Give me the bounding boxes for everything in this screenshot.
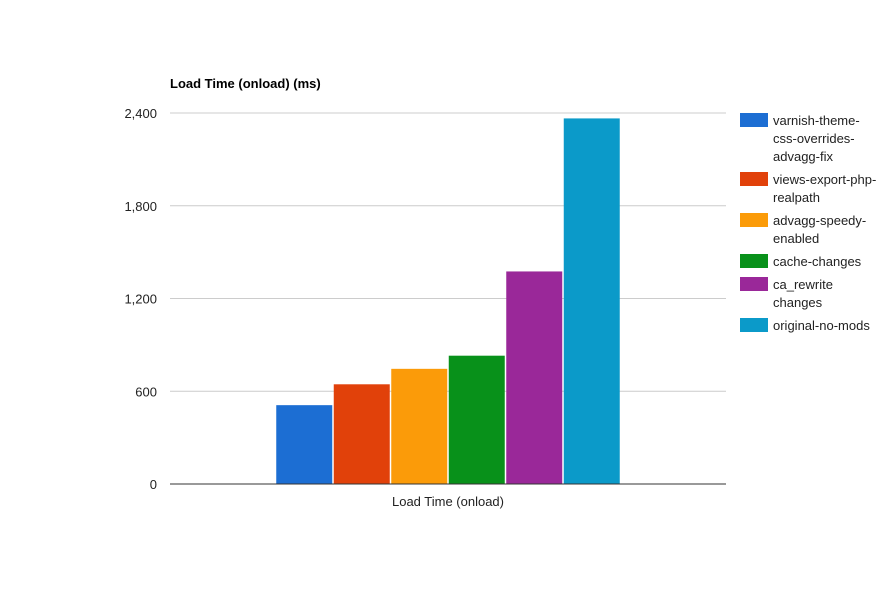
legend-item: original-no-mods [740, 318, 870, 333]
legend-swatch [740, 254, 768, 268]
bar-cache-changes [448, 355, 505, 484]
y-tick-label: 0 [150, 477, 157, 492]
legend-item: advagg-speedy-enabled [740, 213, 866, 246]
legend-label: advagg-speedy-enabled [773, 213, 866, 246]
legend-item: cache-changes [740, 254, 862, 269]
y-tick-label: 2,400 [124, 106, 157, 121]
legend-swatch [740, 213, 768, 227]
bars [276, 118, 620, 485]
legend-item: ca_rewrite changes [740, 277, 833, 310]
bar-varnish-theme-css-overrides-advagg-fix [276, 405, 333, 484]
legend-label: original-no-mods [773, 318, 870, 333]
bar-views-export-php-realpath [333, 384, 390, 484]
legend-label: ca_rewrite changes [773, 277, 833, 310]
legend-label: views-export-php-realpath [773, 172, 876, 205]
bar-ca-rewrite-changes [506, 271, 563, 484]
legend-swatch [740, 113, 768, 127]
legend-swatch [740, 172, 768, 186]
legend-label: cache-changes [773, 254, 862, 269]
bar-advagg-speedy-enabled [391, 368, 448, 484]
y-tick-label: 1,200 [124, 292, 157, 307]
chart-title: Load Time (onload) (ms) [170, 76, 321, 91]
legend-item: varnish-theme-css-overrides-advagg-fix [740, 113, 860, 164]
legend: varnish-theme-css-overrides-advagg-fix vi… [740, 113, 876, 333]
y-tick-label: 600 [135, 384, 157, 399]
legend-label: varnish-theme-css-overrides-advagg-fix [773, 113, 860, 164]
y-tick-label: 1,800 [124, 199, 157, 214]
y-axis-ticks: 0 600 1,200 1,800 2,400 [124, 106, 157, 492]
legend-swatch [740, 277, 768, 291]
legend-swatch [740, 318, 768, 332]
legend-item: views-export-php-realpath [740, 172, 876, 205]
bar-original-no-mods [563, 118, 620, 485]
x-category-label: Load Time (onload) [392, 494, 504, 509]
grid-lines [170, 112, 726, 392]
